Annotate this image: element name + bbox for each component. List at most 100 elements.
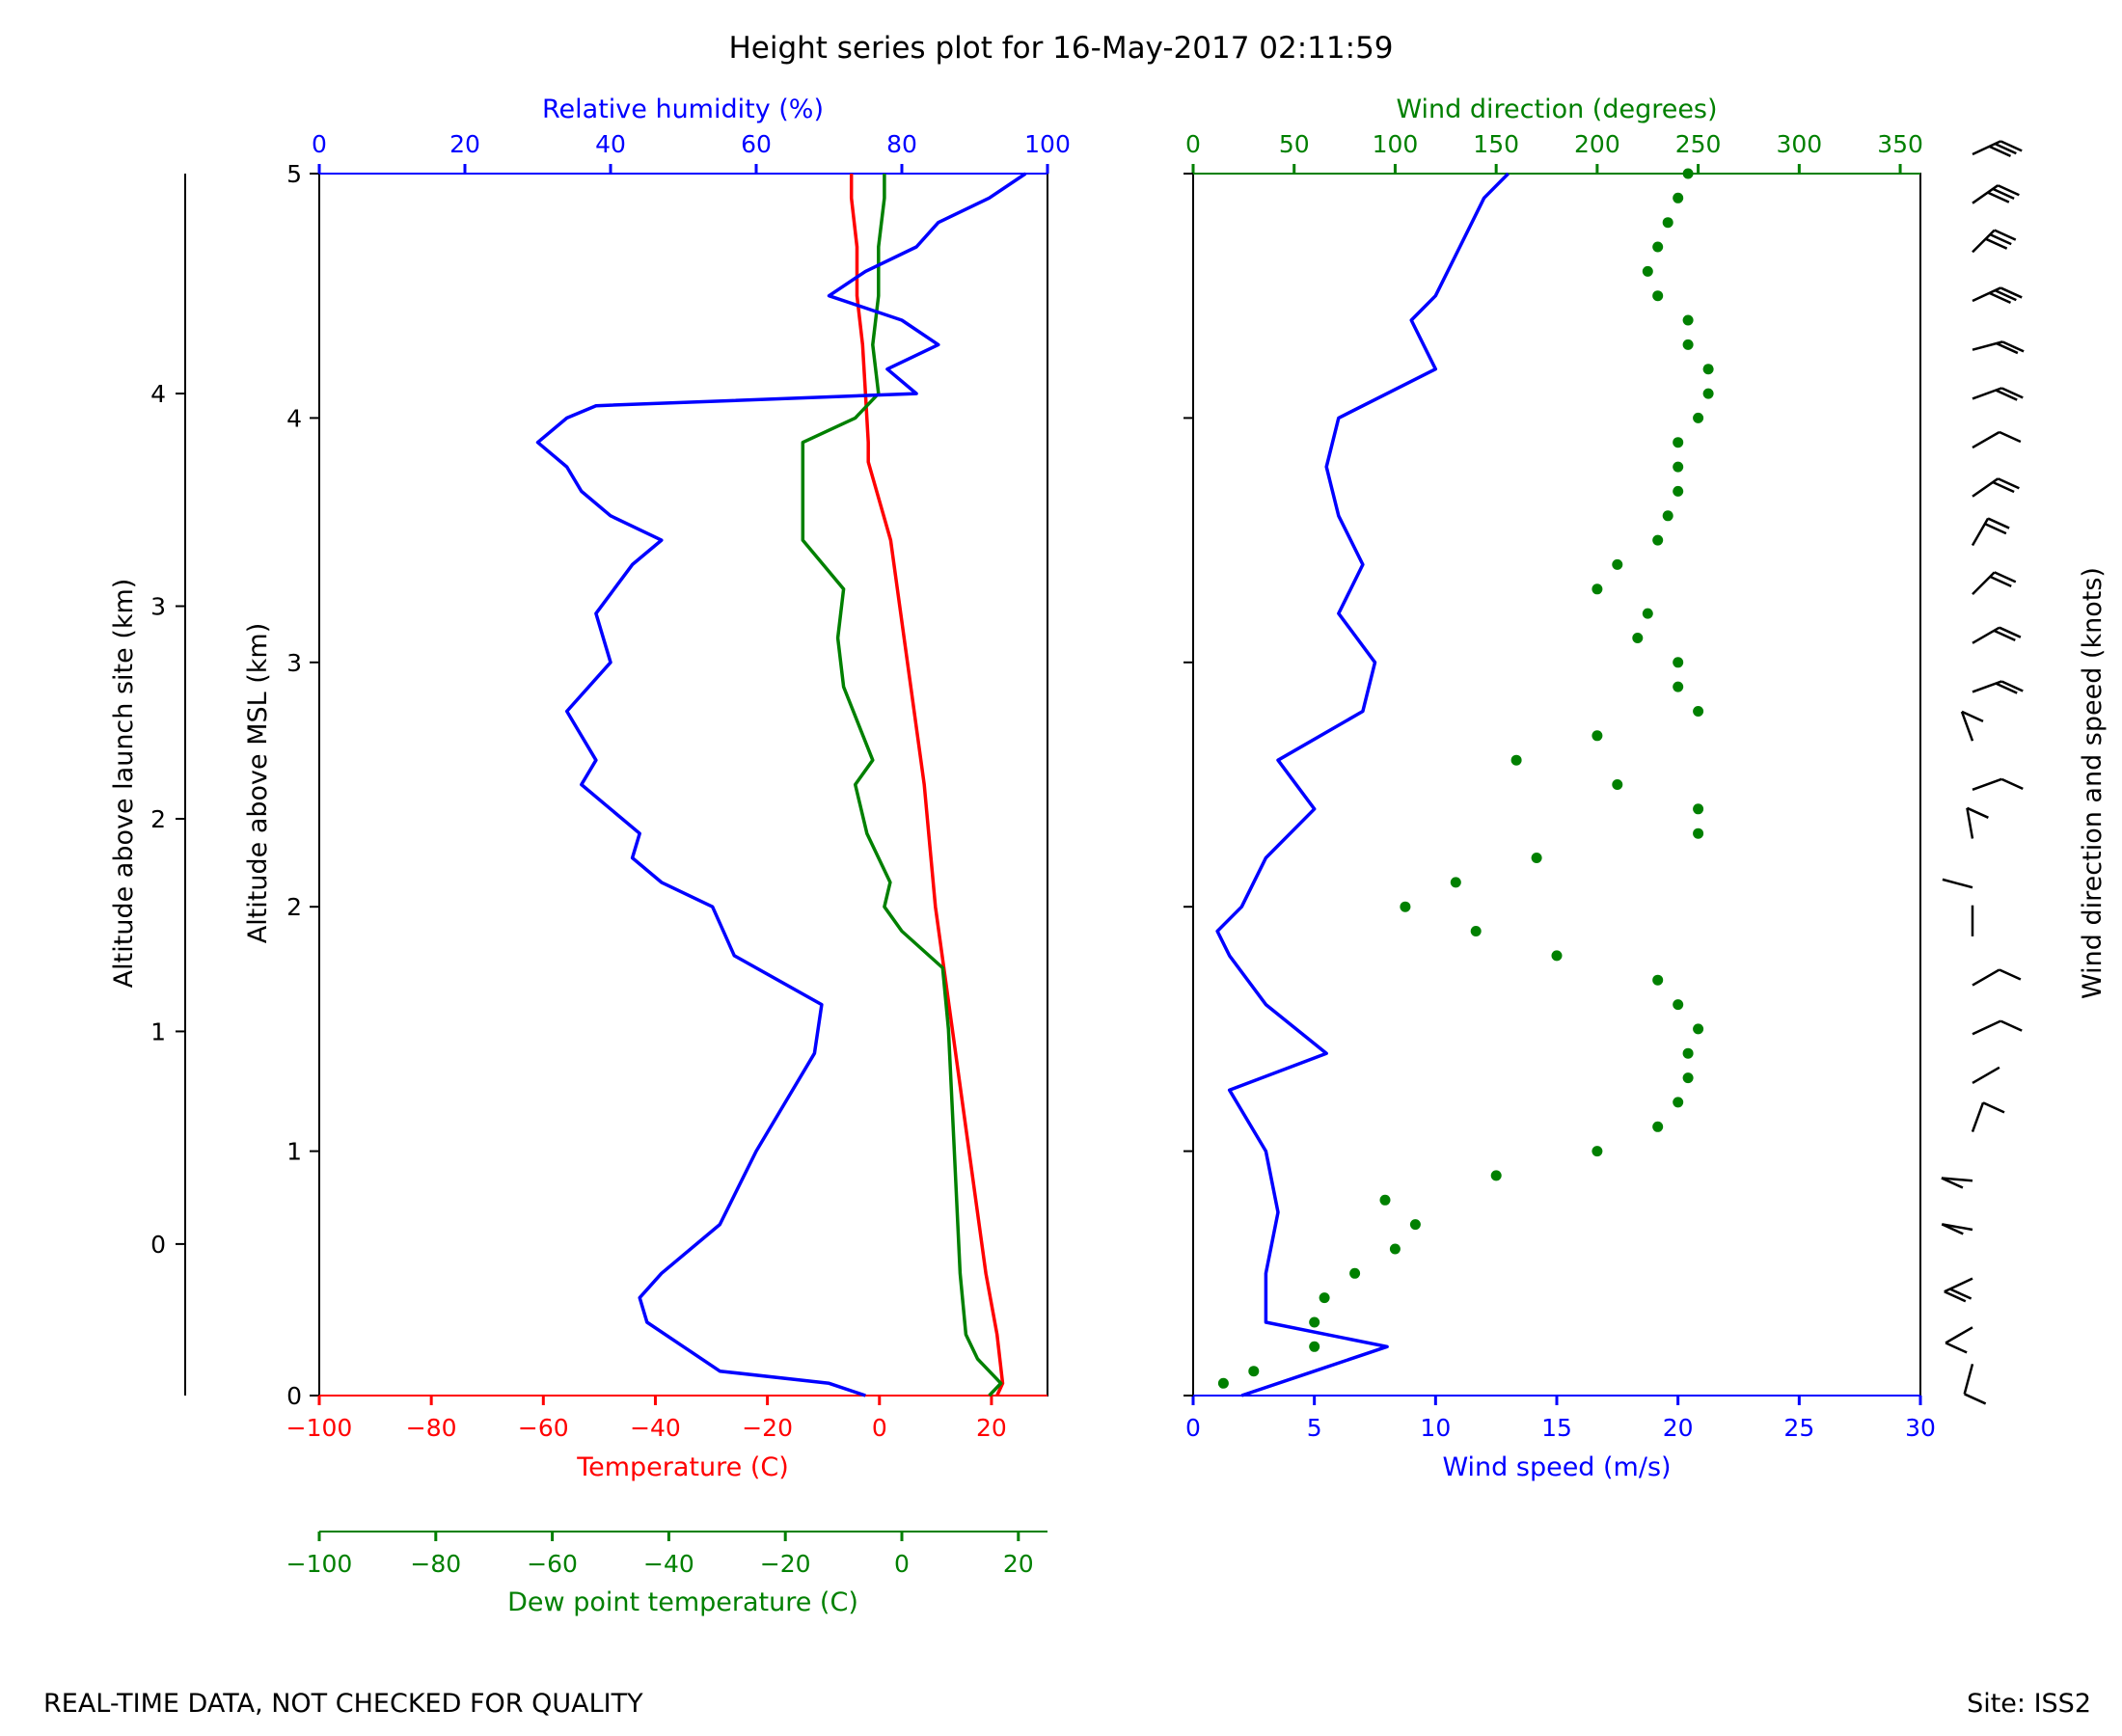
msl-tick-label: 3 [286,649,302,677]
wind-direction-point [1652,974,1664,986]
wind-direction-point [1490,1170,1502,1181]
wind-barb-flag [1966,806,1989,819]
wind-direction-point [1673,681,1684,692]
wind-direction-point [1652,241,1664,253]
barbs-axis-label: Wind direction and speed (knots) [2078,567,2108,999]
temperature-tick-label: −60 [518,1414,569,1442]
footer-site: Site: ISS2 [1967,1689,2091,1719]
wind-barb-staff [1963,1364,1974,1395]
temperature-tick-label: −80 [406,1414,457,1442]
humidity-tick-label: 80 [886,130,917,158]
wind-speed-tick-label: 0 [1185,1414,1201,1442]
wind-direction-point [1217,1377,1229,1389]
wind-direction-point [1662,510,1673,522]
humidity-tick-label: 0 [312,130,327,158]
wind-direction-point [1389,1243,1401,1255]
temperature-tick-label: 20 [976,1414,1007,1442]
wind-direction-point [1702,364,1714,375]
wind-direction-point [1612,779,1623,790]
wind-direction-tick-label: 200 [1574,130,1620,158]
dewpoint-tick-label: 0 [894,1550,910,1578]
wind-direction-point [1592,583,1603,595]
wind-direction-axis-label: Wind direction (degrees) [1396,95,1717,124]
launch-altitude-label: Altitude above launch site (km) [109,579,139,989]
wind-direction-point [1632,633,1644,643]
wind-speed-tick-label: 5 [1307,1414,1322,1442]
wind-barb-flag [1995,389,2018,401]
wind-direction-point [1400,901,1411,912]
wind-direction-point [1248,1366,1260,1377]
launch-tick-label: 4 [150,380,166,408]
wind-barb-flag [1941,1223,1964,1235]
wind-barbs [1941,140,2025,1405]
wind-direction-point [1379,1194,1391,1206]
wind-direction-point [1309,1316,1320,1328]
wind-barb-staff [1972,968,2000,987]
wind-barb-flag [2000,387,2024,399]
wind-direction-tick-label: 150 [1473,130,1519,158]
wind-barb-flag [1949,1288,1972,1300]
wind-direction-point [1673,461,1684,473]
wind-barb-staff [1972,571,1996,596]
wind-direction-point [1531,853,1542,863]
wind-direction-point [1642,265,1653,277]
wind-barb-flag [1994,229,2017,241]
wind-barb-staff [1960,711,1974,742]
right-panel-marks [1215,168,1714,1397]
wind-barb-staff [1966,807,1974,839]
wind-direction-point [1693,412,1704,423]
wind-barb-staff [1972,777,2002,792]
launch-tick-label: 1 [150,1017,166,1045]
wind-barb-flag [1944,1290,1967,1303]
humidity-tick-label: 20 [449,130,480,158]
wind-barb-flag [1987,517,2010,529]
wind-direction-point [1642,608,1653,619]
wind-barb-flag [1961,710,1984,723]
wind-barb-flag [1985,237,2008,250]
wind-barb-flag [1989,575,2012,588]
right-panel-frame [1192,173,1921,1397]
wind-barb-flag [1987,191,2010,203]
wind-direction-point [1652,534,1664,546]
dewpoint-tick-label: −80 [410,1550,461,1578]
launch-tick-label: 3 [150,593,166,621]
wind-direction-point [1450,877,1461,888]
wind-barb-flag [1984,522,2007,535]
wind-barb-flag [1999,626,2022,638]
wind-speed-tick-label: 15 [1541,1414,1572,1442]
wind-barb-flag [2000,140,2023,152]
temperature-series-line [849,174,1005,1397]
wind-barb-flag [1945,1342,1968,1354]
wind-direction-point [1673,1097,1684,1108]
dewpoint-tick-label: −60 [527,1550,578,1578]
wind-barb-flag [2000,777,2024,790]
msl-tick-label: 1 [286,1138,302,1166]
right-panel: 0 50 100 150 200 250 300 350 0 5 10 15 20 25 30 Wind d… [1183,95,2108,1482]
left-panel-frame [318,173,1048,1397]
msl-tick-label: 0 [286,1382,302,1410]
wind-direction-point [1662,217,1673,229]
chart-title: Height series plot for 16-May-2017 02:11… [728,31,1393,66]
wind-barb-staff [1971,1101,1985,1133]
wind-barb-flag [1995,682,2018,694]
wind-direction-point [1673,999,1684,1011]
wind-speed-axis-label: Wind speed (m/s) [1442,1452,1671,1482]
wind-direction-point [1309,1341,1320,1352]
wind-barb-flag [2001,340,2025,353]
wind-direction-point [1673,485,1684,497]
wind-barb-staff [1972,1019,2001,1036]
wind-direction-point [1702,388,1714,399]
temperature-axis-label: Temperature (C) [576,1452,789,1482]
wind-barb-flag [1997,477,2020,490]
wind-barb-flag [1994,571,2017,583]
temperature-tick-label: −100 [286,1414,353,1442]
wind-speed-tick-label: 10 [1420,1414,1451,1442]
wind-direction-point [1693,827,1704,839]
msl-tick-label: 5 [286,160,302,188]
wind-direction-point [1682,339,1694,350]
dewpoint-axis-label: Dew point temperature (C) [507,1587,858,1617]
temperature-tick-label: −20 [742,1414,793,1442]
wind-barb-staff [1972,430,2000,449]
wind-barb-flag [1994,289,2017,302]
wind-barb-staff [1972,626,2000,644]
